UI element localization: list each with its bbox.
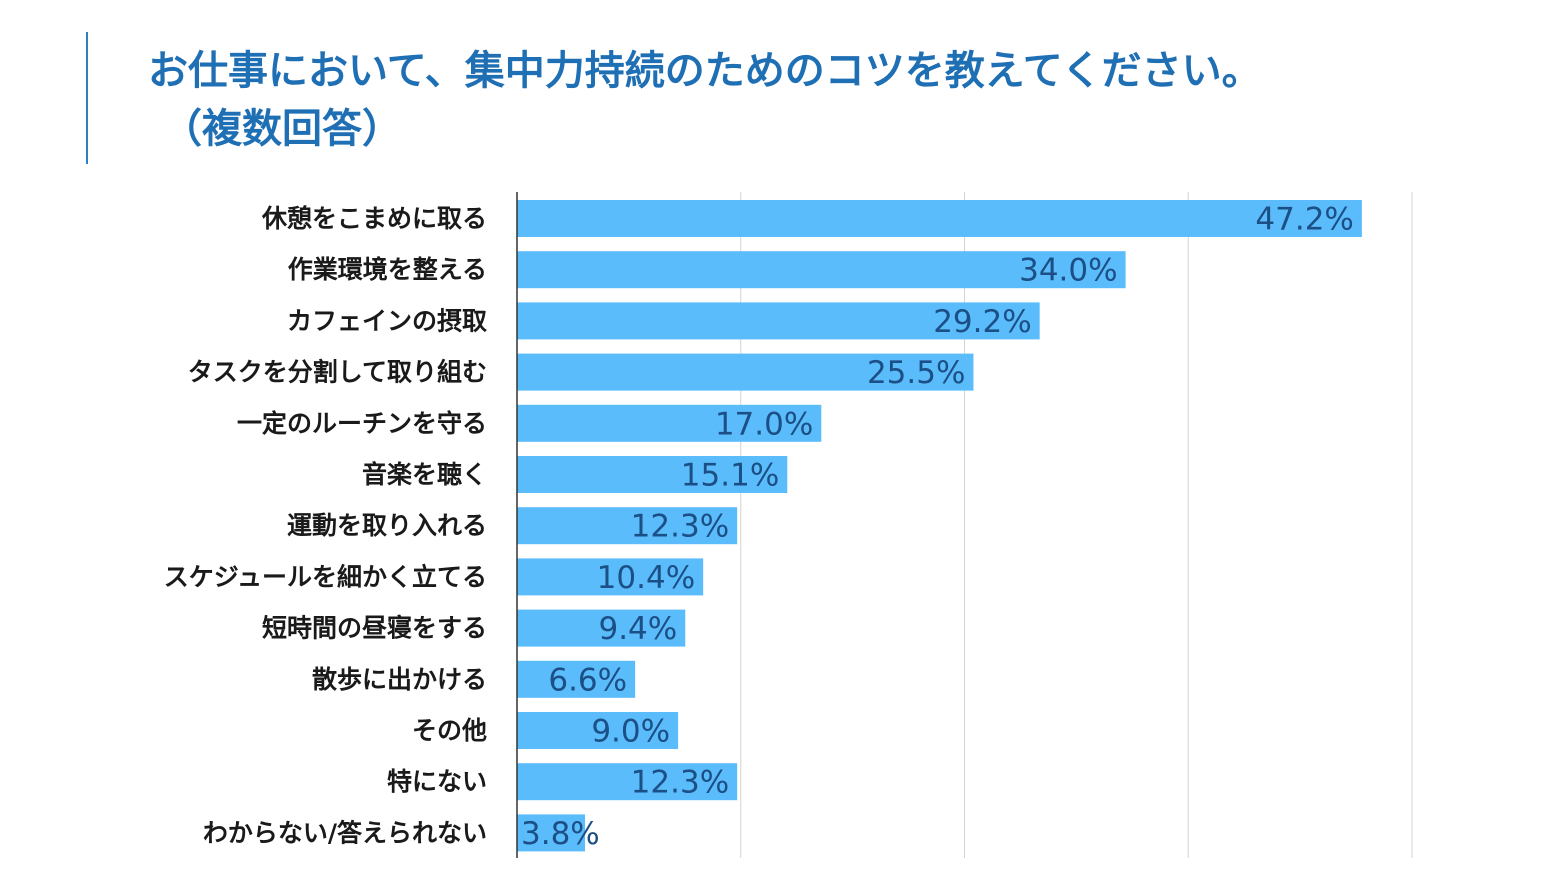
bar	[517, 251, 1126, 289]
category-label: わからない/答えられない	[203, 818, 487, 847]
value-label: 17.0%	[715, 406, 813, 442]
category-label: 休憩をこまめに取る	[261, 204, 487, 233]
bar	[517, 456, 788, 493]
bar	[517, 712, 679, 749]
category-label: 音楽を聴く	[362, 460, 487, 489]
category-label: 短時間の昼寝をする	[262, 614, 487, 643]
title-accent-bar	[86, 32, 88, 164]
bar	[517, 353, 974, 391]
value-label: 3.8%	[521, 816, 600, 852]
value-label: 47.2%	[1255, 202, 1353, 238]
bar	[517, 200, 1362, 237]
bar	[517, 558, 704, 596]
category-label: その他	[412, 716, 487, 745]
value-label: 6.6%	[548, 662, 627, 698]
chart-title-line-2: （複数回答）	[162, 106, 402, 152]
category-label: カフェインの摂取	[287, 306, 487, 335]
category-label: タスクを分割して取り組む	[188, 358, 487, 387]
value-label: 10.4%	[597, 560, 695, 596]
value-label: 12.3%	[631, 765, 729, 801]
value-label: 9.4%	[598, 611, 677, 647]
chart-title-line-1: お仕事において、集中力持続のためのコツを教えてください。	[148, 48, 1262, 94]
value-label: 25.5%	[867, 355, 965, 391]
value-label: 9.0%	[591, 714, 670, 750]
chart-title: お仕事において、集中力持続のためのコツを教えてください。 （複数回答）	[148, 42, 1508, 158]
bar	[517, 763, 738, 801]
category-label: スケジュールを細かく立てる	[164, 562, 487, 591]
category-label: 運動を取り入れる	[287, 511, 487, 540]
bar	[517, 609, 686, 647]
value-label: 34.0%	[1019, 253, 1117, 289]
bar	[517, 404, 822, 442]
bar	[517, 814, 586, 852]
category-label: 特にない	[387, 767, 487, 796]
category-label: 作業環境を整える	[288, 255, 487, 284]
value-label: 29.2%	[933, 304, 1031, 340]
category-label: 一定のルーチンを守る	[237, 409, 487, 438]
value-label: 15.1%	[681, 458, 779, 494]
category-label: 散歩に出かける	[312, 665, 487, 694]
bar	[517, 660, 636, 698]
bar	[517, 507, 738, 545]
bar	[517, 302, 1040, 340]
value-label: 12.3%	[631, 509, 729, 545]
